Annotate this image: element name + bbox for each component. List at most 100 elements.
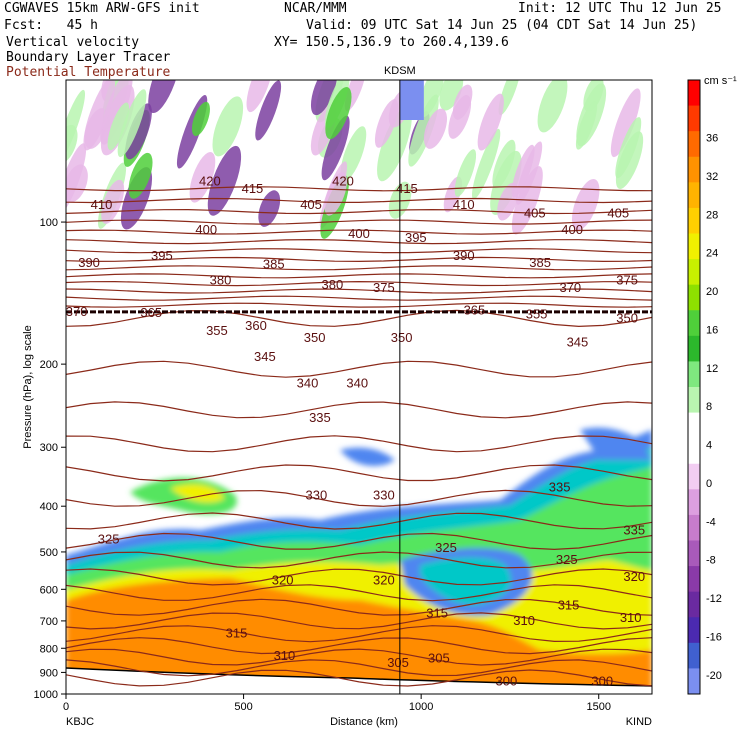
theta-label: 400	[348, 226, 370, 241]
theta-contour	[66, 625, 652, 643]
theta-contour	[66, 238, 652, 245]
theta-label: 365	[140, 305, 162, 320]
velocity-cell	[310, 80, 338, 116]
theta-label: 315	[226, 626, 248, 641]
colorbar-swatch	[688, 335, 700, 362]
colorbar-tick-label: 20	[706, 286, 718, 298]
theta-label: 325	[435, 540, 457, 555]
theta-contours	[66, 186, 652, 687]
theta-contour	[66, 659, 652, 677]
velocity-cell	[325, 87, 352, 140]
colorbar-swatch	[688, 387, 700, 414]
y-tick-label: 500	[40, 547, 58, 559]
colorbar-swatch	[688, 156, 700, 183]
colorbar-swatch	[688, 540, 700, 567]
colorbar-tick-label: 24	[706, 248, 718, 260]
theta-contour	[66, 248, 652, 254]
colorbar-tick-label: -4	[706, 516, 716, 528]
theta-label: 335	[549, 479, 571, 494]
velocity-cell	[419, 80, 445, 118]
x-tick-label: 0	[63, 701, 69, 713]
theta-label: 380	[322, 277, 344, 292]
theta-label: 415	[242, 181, 264, 196]
theta-label: 340	[346, 376, 368, 391]
theta-label: 350	[616, 310, 638, 325]
velocity-cell	[575, 101, 598, 150]
colorbar-tick-label: 12	[706, 363, 718, 375]
theta-label: 350	[391, 330, 413, 345]
theta-contour	[66, 197, 652, 204]
velocity-cell	[423, 108, 448, 149]
colorbar-tick-label: 28	[706, 209, 718, 221]
theta-label: 365	[464, 303, 486, 318]
theta-label: 320	[272, 573, 294, 588]
theta-label: 390	[78, 255, 100, 270]
velocity-cell	[66, 164, 88, 203]
colorbar-tick-label: 16	[706, 324, 718, 336]
theta-contour	[66, 648, 652, 666]
colorbar-swatch	[688, 668, 700, 695]
theta-label: 310	[620, 610, 642, 625]
colorbar-swatch	[688, 80, 700, 107]
theta-contour	[66, 464, 652, 482]
theta-label: 400	[195, 222, 217, 237]
colorbar-swatch	[688, 310, 700, 337]
theta-contour	[66, 669, 652, 687]
y-axis-label: Pressure (hPa), log scale	[22, 325, 34, 449]
field-potential-temperature: Potential Temperature	[6, 65, 171, 80]
theta-label: 345	[254, 349, 276, 364]
field-layers: 420 415 420 415 410 405 410 405 405 400 400 395 400 3…	[66, 80, 652, 694]
theta-contour	[66, 584, 652, 602]
theta-label: 325	[556, 552, 578, 567]
colorbar-swatch	[688, 233, 700, 260]
velocity-cell	[498, 80, 521, 116]
theta-label: 350	[304, 330, 326, 345]
colorbar-frame	[687, 79, 701, 695]
theta-label: 355	[526, 307, 548, 322]
endpoint-right: KIND	[626, 716, 652, 728]
theta-contour	[66, 186, 652, 192]
velocity-cell	[125, 103, 152, 160]
field-vertical-velocity: Vertical velocity	[6, 35, 140, 50]
theta-contour	[66, 512, 652, 530]
y-tick-label: 300	[40, 442, 58, 454]
velocity-cell	[83, 80, 116, 151]
y-tick-label: 700	[40, 616, 58, 628]
colorbar-tick-label: 36	[706, 133, 718, 145]
init-time: Init: 12 UTC Thu 12 Jun 25	[518, 1, 722, 16]
org-label: NCAR/MMM	[284, 1, 347, 16]
velocity-cell	[537, 80, 568, 133]
colorbar-swatch	[688, 131, 700, 158]
velocity-cell	[610, 88, 641, 158]
colorbar-tick-label: -20	[706, 670, 722, 682]
velocity-cell	[324, 172, 348, 216]
velocity-cell	[255, 80, 282, 141]
colorbar-tick-label: -8	[706, 555, 716, 567]
theta-contour	[66, 219, 652, 225]
theta-label: 400	[561, 222, 583, 237]
colorbar-swatch	[688, 514, 700, 541]
colorbar-swatch	[688, 591, 700, 618]
theta-label: 315	[558, 598, 580, 613]
colorbar-swatch	[688, 566, 700, 593]
theta-label: 305	[387, 655, 409, 670]
theta-label: 395	[151, 248, 173, 263]
theta-label: 300	[591, 673, 613, 688]
theta-label: 415	[396, 181, 418, 196]
theta-contour	[66, 265, 652, 271]
velocity-cell	[246, 80, 273, 113]
x-tick-label: 1500	[586, 701, 610, 713]
theta-contour	[66, 288, 652, 294]
y-tick-label: 600	[40, 584, 58, 596]
theta-contour	[66, 229, 652, 235]
y-tick-label: 900	[40, 667, 58, 679]
chart-title: KDSM	[384, 65, 416, 77]
colorbar-swatch	[688, 105, 700, 132]
velocity-cell	[107, 102, 130, 151]
colorbar-tick-label: -12	[706, 593, 722, 605]
theta-contour	[66, 360, 652, 378]
theta-label: 330	[373, 488, 395, 503]
x-tick-label: 500	[234, 701, 252, 713]
theta-label: 405	[607, 206, 629, 221]
